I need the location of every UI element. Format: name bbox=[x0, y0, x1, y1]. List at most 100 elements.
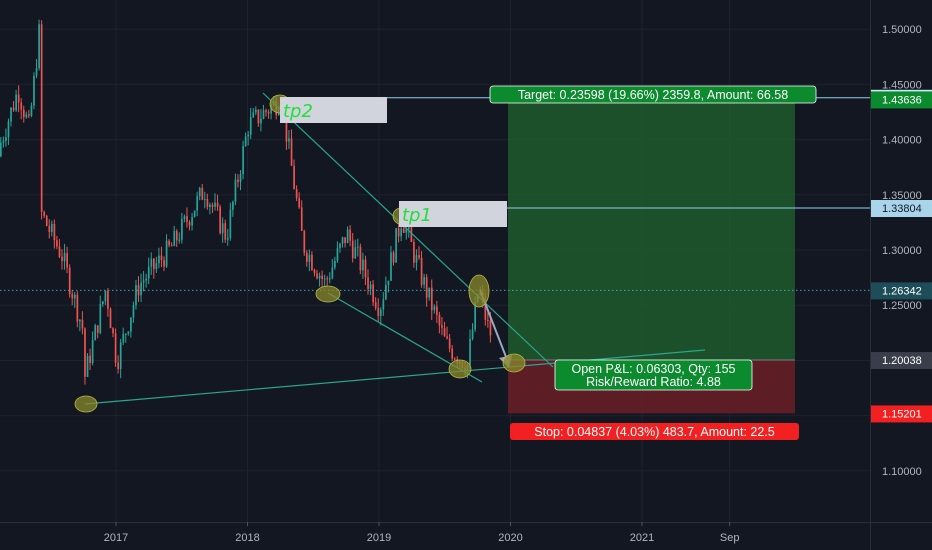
candle-body bbox=[300, 207, 303, 231]
candle-body bbox=[150, 258, 153, 267]
price-tag[interactable] bbox=[871, 282, 932, 300]
candle-body bbox=[349, 229, 352, 241]
candle-body bbox=[295, 188, 298, 199]
candle-body bbox=[7, 121, 10, 138]
candle-body bbox=[66, 253, 68, 268]
candle-body bbox=[76, 294, 79, 322]
candle-body bbox=[316, 273, 318, 279]
candle-body bbox=[262, 110, 265, 119]
price-tag-text: 1.20038 bbox=[882, 355, 922, 367]
x-tick-label: 2017 bbox=[104, 532, 128, 544]
candle-body bbox=[430, 287, 433, 311]
candle-body bbox=[51, 223, 53, 232]
highlight-ellipse bbox=[315, 285, 341, 303]
candle-body bbox=[385, 284, 387, 300]
tp-label: tp1 bbox=[402, 205, 432, 226]
candle-body bbox=[293, 165, 295, 189]
candle-body bbox=[260, 118, 262, 124]
tp-box bbox=[280, 97, 387, 123]
candle-body bbox=[237, 179, 239, 182]
candle-body bbox=[104, 291, 107, 302]
candle-body bbox=[405, 229, 408, 233]
candle-body bbox=[84, 328, 86, 377]
candle-body bbox=[196, 196, 199, 211]
candle-series bbox=[0, 19, 492, 385]
highlight-ellipse bbox=[468, 274, 490, 308]
candle-body bbox=[288, 138, 290, 142]
candle-body bbox=[48, 225, 51, 232]
candle-body bbox=[257, 109, 260, 124]
candle-body bbox=[313, 270, 316, 274]
price-tag[interactable] bbox=[871, 352, 932, 370]
candle-body bbox=[270, 105, 272, 114]
candle-body bbox=[178, 239, 181, 241]
candle-body bbox=[359, 246, 362, 271]
y-tick-label: 1.25000 bbox=[882, 300, 922, 312]
candle-body bbox=[43, 211, 46, 216]
candle-body bbox=[318, 275, 321, 279]
candle-body bbox=[140, 282, 142, 296]
y-tick-label: 1.30000 bbox=[882, 245, 922, 257]
candle-body bbox=[433, 306, 436, 311]
pnl-label-bg bbox=[554, 359, 753, 391]
candle-body bbox=[413, 241, 415, 263]
x-tick-label: 2020 bbox=[498, 532, 522, 544]
candle-body bbox=[255, 109, 257, 113]
candle-body bbox=[308, 254, 311, 262]
candle-body bbox=[181, 218, 183, 240]
candle-body bbox=[191, 217, 193, 226]
y-tick-label: 1.50000 bbox=[882, 24, 922, 36]
price-tag-text: 1.15201 bbox=[882, 408, 922, 420]
candle-body bbox=[193, 210, 196, 218]
pnl-label-text: Open P&L: 0.06303, Qty: 155 bbox=[571, 362, 735, 376]
candle-body bbox=[242, 146, 244, 175]
candle-body bbox=[173, 230, 176, 246]
candle-body bbox=[201, 187, 204, 200]
candle-body bbox=[331, 267, 334, 279]
candle-body bbox=[186, 216, 188, 222]
price-tag[interactable] bbox=[871, 200, 932, 218]
candle-body bbox=[160, 255, 163, 260]
candle-body bbox=[71, 294, 74, 299]
price-tag-text: 1.43636 bbox=[882, 94, 922, 106]
candle-body bbox=[418, 255, 420, 258]
pnl-label-text: Risk/Reward Ratio: 4.88 bbox=[586, 375, 721, 389]
candle-body bbox=[30, 105, 33, 116]
candle-body bbox=[61, 256, 63, 262]
candle-body bbox=[102, 301, 104, 305]
candle-body bbox=[428, 287, 431, 298]
candle-body bbox=[252, 112, 255, 118]
support-trendline bbox=[84, 349, 706, 405]
candle-body bbox=[204, 199, 206, 201]
candle-body bbox=[224, 223, 227, 240]
candle-body bbox=[402, 228, 405, 233]
candle-body bbox=[86, 355, 89, 377]
candle-body bbox=[341, 237, 344, 244]
candle-body bbox=[40, 24, 43, 212]
candle-body bbox=[410, 227, 413, 242]
candle-body bbox=[211, 204, 214, 207]
candle-body bbox=[188, 221, 191, 226]
candle-body bbox=[198, 187, 201, 197]
candle-body bbox=[25, 114, 28, 118]
price-tag[interactable] bbox=[871, 91, 932, 109]
candle-body bbox=[168, 240, 170, 246]
candle-body bbox=[145, 278, 148, 281]
stop-label-text: Stop: 0.04837 (4.03%) 483.7, Amount: 22.… bbox=[534, 425, 774, 439]
candle-body bbox=[96, 325, 99, 333]
x-axis[interactable]: 2017 2018 2019 2020 2021 Sep bbox=[0, 522, 932, 544]
candle-body bbox=[35, 68, 38, 76]
price-tag[interactable] bbox=[871, 405, 932, 423]
candle-body bbox=[0, 142, 2, 157]
candle-body bbox=[234, 179, 237, 202]
candle-body bbox=[303, 230, 306, 253]
candle-body bbox=[165, 240, 168, 267]
x-tick-label: 2021 bbox=[630, 532, 654, 544]
candle-body bbox=[390, 252, 392, 281]
y-axis[interactable]: 1.50000 1.45000 1.40000 1.35000 1.30000 1.250… bbox=[870, 0, 932, 550]
highlight-ellipse bbox=[448, 359, 472, 379]
candle-body bbox=[142, 280, 145, 283]
candle-body bbox=[206, 199, 209, 207]
candle-body bbox=[2, 140, 5, 143]
